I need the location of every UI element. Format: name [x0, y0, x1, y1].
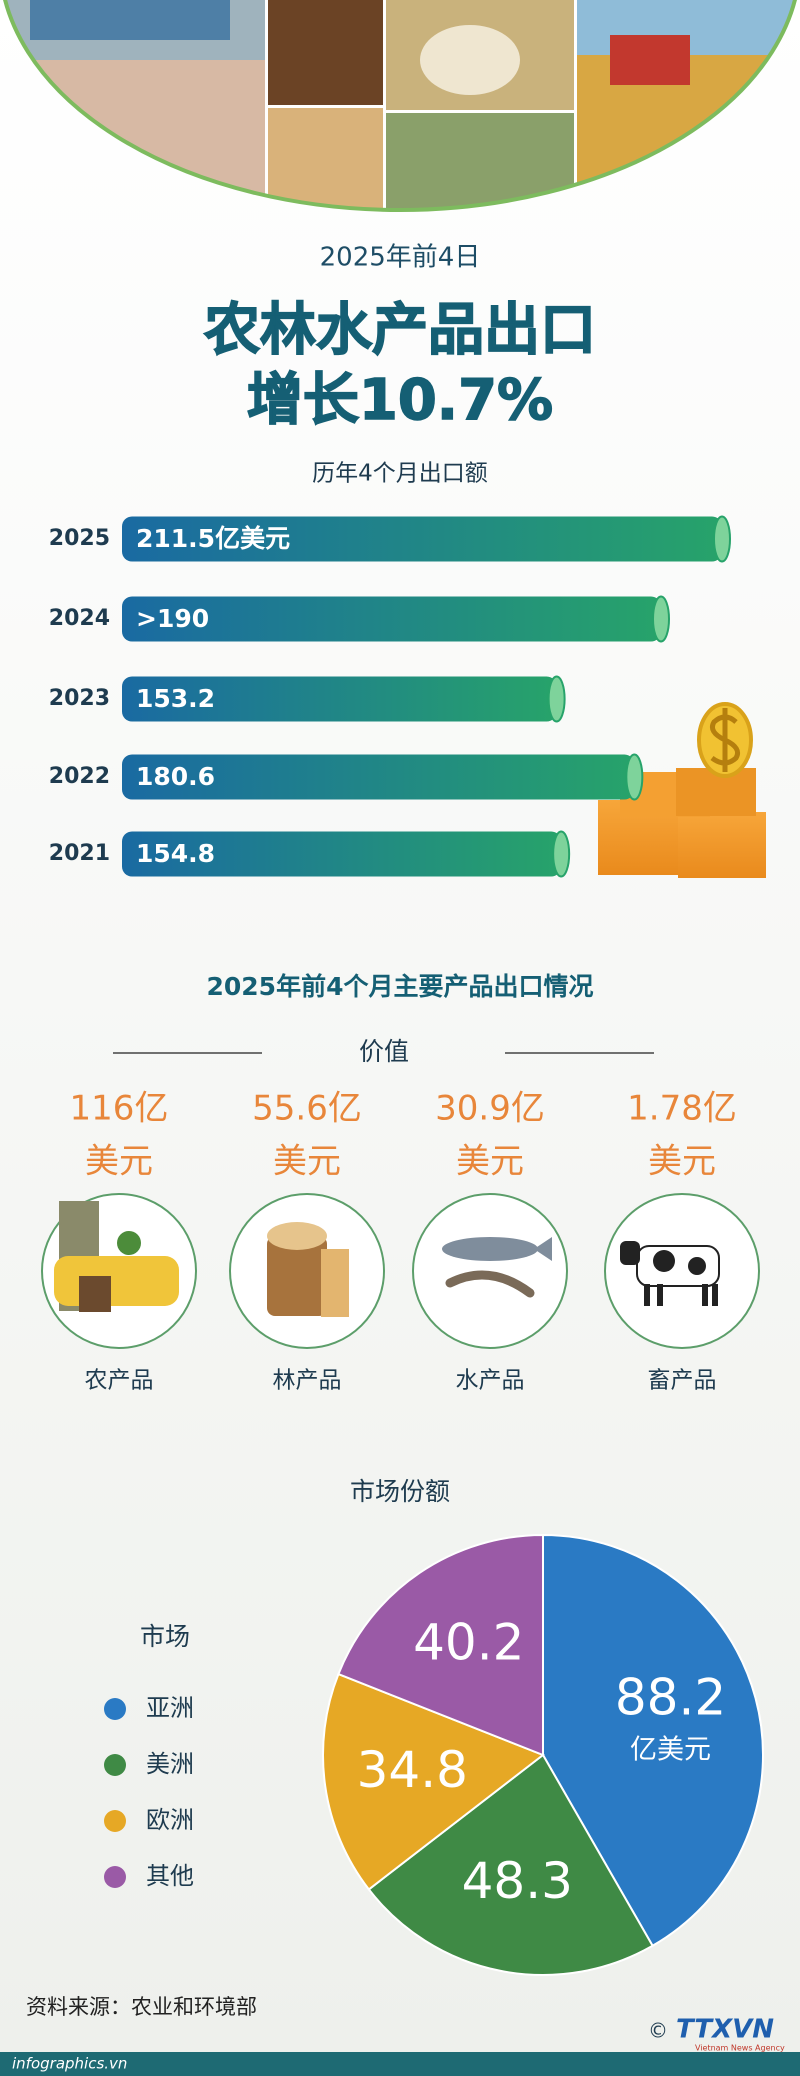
photo-collage	[0, 0, 800, 210]
category-label: 2023	[49, 686, 110, 711]
dollar-symbol	[709, 708, 741, 772]
product-amount: 116亿	[70, 1089, 169, 1129]
icon-stump	[267, 1236, 327, 1316]
bar	[122, 676, 557, 722]
icon-fish	[442, 1237, 538, 1261]
icon-stump-top	[267, 1222, 327, 1250]
icon-rubber	[54, 1256, 179, 1306]
photo-wood	[268, 108, 383, 210]
bar	[122, 754, 635, 800]
bar-chart-title: 历年4个月出口额	[312, 461, 488, 487]
product-amount: 30.9亿	[435, 1089, 545, 1129]
source: 资料来源：农业和环境部	[26, 1995, 257, 2019]
pie-slice	[542, 1533, 764, 1948]
product-name: 畜产品	[648, 1368, 717, 1394]
icon-cow-spot	[653, 1250, 675, 1272]
legend-marker	[104, 1810, 126, 1832]
slice-unit: 亿美元	[630, 1734, 711, 1765]
pie-slice	[367, 1753, 654, 1976]
bar-cap	[652, 595, 671, 643]
product-unit: 美元	[648, 1142, 716, 1182]
bar-cap	[625, 753, 644, 801]
photo-workers	[30, 0, 230, 40]
category-label: 2021	[49, 841, 110, 866]
pie-slice	[337, 1533, 544, 1757]
products-title: 2025年前4个月主要产品出口情况	[207, 972, 594, 1001]
icon-plank	[321, 1249, 349, 1317]
product-amount: 1.78亿	[627, 1089, 737, 1129]
category-label: 2024	[49, 606, 110, 631]
pie-slice	[322, 1672, 546, 1891]
slice-label: 48.3	[462, 1852, 573, 1910]
icon-fish-tail	[534, 1237, 552, 1261]
box	[678, 812, 766, 878]
legend-title: 市场	[140, 1622, 190, 1651]
bar-chart: 2025 211.5亿美元 2024 >190 2023 153.2 2022 180.6 20…	[49, 515, 731, 878]
bar	[122, 516, 722, 562]
category-label: 2025	[49, 526, 110, 551]
product-amount: 55.6亿	[252, 1089, 362, 1129]
bar-cap	[552, 830, 571, 878]
value-label: 211.5亿美元	[136, 524, 290, 553]
logo: TTXVN	[676, 2015, 774, 2045]
icon-cow-leg	[702, 1284, 708, 1306]
legend-marker	[104, 1698, 126, 1720]
slice-label: 88.2	[615, 1668, 726, 1726]
icon-leaf	[117, 1231, 141, 1255]
legend-label: 欧洲	[146, 1806, 194, 1834]
main-title: 农林水产品出口	[204, 298, 596, 363]
products-subtitle: 价值	[359, 1037, 409, 1066]
value-label: 153.2	[136, 684, 215, 713]
bar	[122, 831, 562, 877]
icon-cow-leg	[712, 1284, 718, 1306]
legend-marker	[104, 1754, 126, 1776]
product-name: 水产品	[456, 1368, 525, 1394]
value-label: >190	[136, 604, 209, 633]
product-name: 农产品	[85, 1368, 154, 1394]
icon-cow-leg	[657, 1284, 663, 1306]
pie-chart: 88.2 亿美元 48.3 34.8 40.2	[322, 1533, 764, 1976]
slice-label: 40.2	[413, 1613, 524, 1671]
photo-rice-bag	[420, 25, 520, 95]
product-name: 林产品	[273, 1368, 342, 1394]
collage-border	[3, 0, 797, 212]
icon-cow-spot	[688, 1257, 706, 1275]
date-subtitle: 2025年前4日	[320, 243, 481, 273]
value-label: 180.6	[136, 762, 215, 791]
legend-label: 其他	[146, 1862, 194, 1890]
icon-cow-head	[620, 1241, 640, 1265]
footer-band	[0, 2052, 800, 2076]
product-unit: 美元	[85, 1142, 153, 1182]
bar-cap	[713, 515, 731, 563]
bar	[122, 596, 662, 642]
icon-shrimp	[445, 1270, 535, 1298]
legend-label: 亚洲	[146, 1694, 194, 1722]
legend-marker	[104, 1866, 126, 1888]
icon-cow-leg	[644, 1284, 650, 1306]
photo-harvester	[610, 35, 690, 85]
bar-cap	[547, 675, 566, 723]
main-title: 增长10.7%	[247, 368, 553, 433]
slice-label: 34.8	[357, 1741, 468, 1799]
pie-title: 市场份额	[350, 1477, 450, 1506]
footer-site: infographics.vn	[12, 2055, 127, 2073]
category-label: 2022	[49, 764, 110, 789]
product-unit: 美元	[456, 1142, 524, 1182]
value-label: 154.8	[136, 839, 215, 868]
icon-cow-body	[636, 1245, 720, 1287]
copyright: ©	[648, 2019, 668, 2043]
photo-coffee	[268, 0, 383, 105]
logo-subtitle: Vietnam News Agency	[695, 2044, 785, 2053]
icon-cup	[79, 1276, 111, 1312]
product-unit: 美元	[273, 1142, 341, 1182]
legend-label: 美洲	[146, 1750, 194, 1778]
